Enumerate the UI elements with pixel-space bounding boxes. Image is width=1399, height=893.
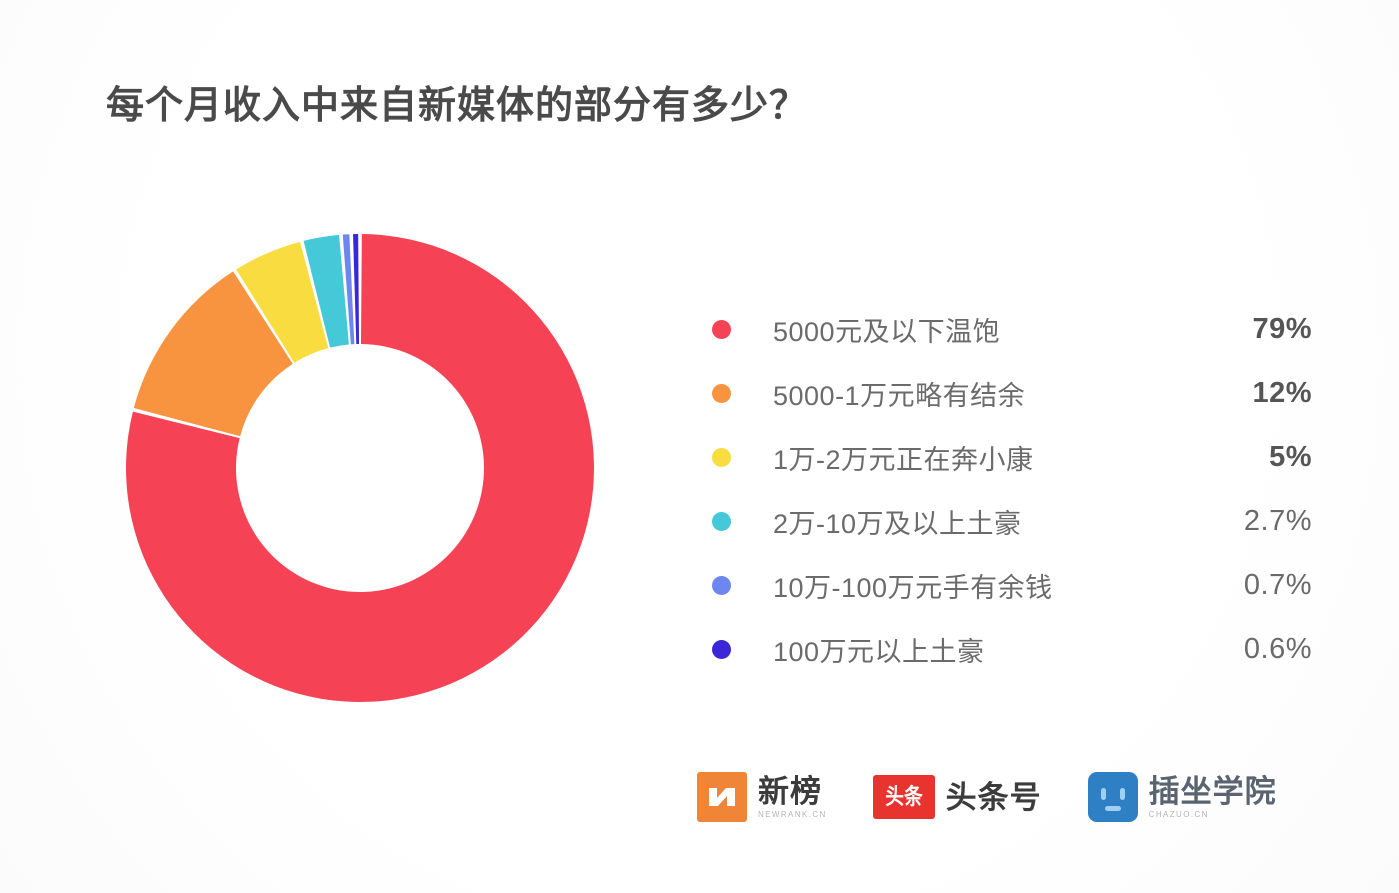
legend-value-3: 2.7%: [1243, 504, 1312, 537]
chazuo-name-en: CHAZUO.CN: [1148, 809, 1209, 819]
legend-label-5: 100万元以上土豪: [773, 636, 985, 667]
newrank-name-en: NEWRANK.CN: [758, 809, 827, 819]
legend-dot-blue-icon: [712, 575, 731, 595]
legend-label-3: 2万-10万及以上土豪: [773, 508, 1022, 539]
logo-chazuo-xueyuan[interactable]: 插坐学院 CHAZUO.CN: [1087, 772, 1277, 822]
legend-item-1[interactable]: 5000-1万元略有结余 12%: [712, 361, 1312, 425]
legend-label-0: 5000元及以下温饱: [773, 316, 1001, 347]
legend-item-3[interactable]: 2万-10万及以上土豪 2.7%: [712, 489, 1312, 553]
donut-slice[interactable]: [125, 234, 594, 703]
toutiao-mark-icon: 头条: [872, 775, 935, 819]
chazuo-eye-right: [1119, 788, 1125, 800]
toutiaohao-name-cn: 头条号: [945, 779, 1042, 815]
legend-dot-red-icon: [712, 319, 731, 339]
legend-value-0: 79%: [1252, 312, 1312, 345]
chazuo-name-cn: 插坐学院: [1148, 773, 1277, 809]
legend-dot-cyan-icon: [712, 511, 731, 531]
donut-slice-group: [125, 234, 594, 703]
legend-item-2[interactable]: 1万-2万元正在奔小康 5%: [712, 425, 1312, 489]
donut-slice[interactable]: [133, 271, 293, 437]
legend-value-2: 5%: [1269, 440, 1312, 473]
donut-slice[interactable]: [353, 234, 360, 345]
chazuo-mouth: [1104, 806, 1121, 811]
logo-toutiaohao[interactable]: 头条 头条号: [872, 775, 1042, 819]
chazuo-text: 插坐学院 CHAZUO.CN: [1149, 776, 1277, 819]
page-title: 每个月收入中来自新媒体的部分有多少？: [106, 85, 809, 127]
legend-value-5: 0.6%: [1243, 632, 1312, 665]
newrank-name-cn: 新榜: [758, 773, 822, 809]
legend-value-4: 0.7%: [1243, 568, 1312, 601]
legend-label-2: 1万-2万元正在奔小康: [773, 444, 1034, 475]
donut-chart: [110, 218, 610, 718]
legend-item-0[interactable]: 5000元及以下温饱 79%: [712, 297, 1312, 361]
legend-dot-orange-icon: [712, 383, 731, 403]
legend-value-1: 12%: [1252, 376, 1312, 409]
donut-slice[interactable]: [342, 234, 355, 345]
chazuo-eye-left: [1100, 788, 1106, 800]
legend-label-4: 10万-100万元手有余钱: [773, 572, 1053, 603]
toutiao-mark-text: 头条: [884, 784, 923, 809]
footer-logo-bar: 新榜 NEWRANK.CN 头条 头条号 插坐学院 CHAZUO.CN: [697, 772, 1277, 822]
donut-slice[interactable]: [303, 234, 349, 348]
chazuo-mark-icon: [1087, 772, 1138, 822]
legend-dot-purple-icon: [712, 639, 731, 659]
newrank-mark-icon: [697, 772, 747, 822]
legend-dot-yellow-icon: [712, 447, 731, 467]
donut-slice[interactable]: [236, 241, 329, 363]
newrank-text: 新榜 NEWRANK.CN: [758, 776, 827, 819]
chart-legend: 5000元及以下温饱 79% 5000-1万元略有结余 12% 1万-2万元正在…: [712, 297, 1312, 681]
legend-item-4[interactable]: 10万-100万元手有余钱 0.7%: [712, 553, 1312, 617]
logo-newrank[interactable]: 新榜 NEWRANK.CN: [697, 772, 827, 822]
donut-chart-svg: [125, 234, 594, 703]
legend-label-1: 5000-1万元略有结余: [773, 380, 1026, 411]
legend-item-5[interactable]: 100万元以上土豪 0.6%: [712, 617, 1312, 681]
toutiaohao-text: 头条号: [946, 782, 1042, 813]
